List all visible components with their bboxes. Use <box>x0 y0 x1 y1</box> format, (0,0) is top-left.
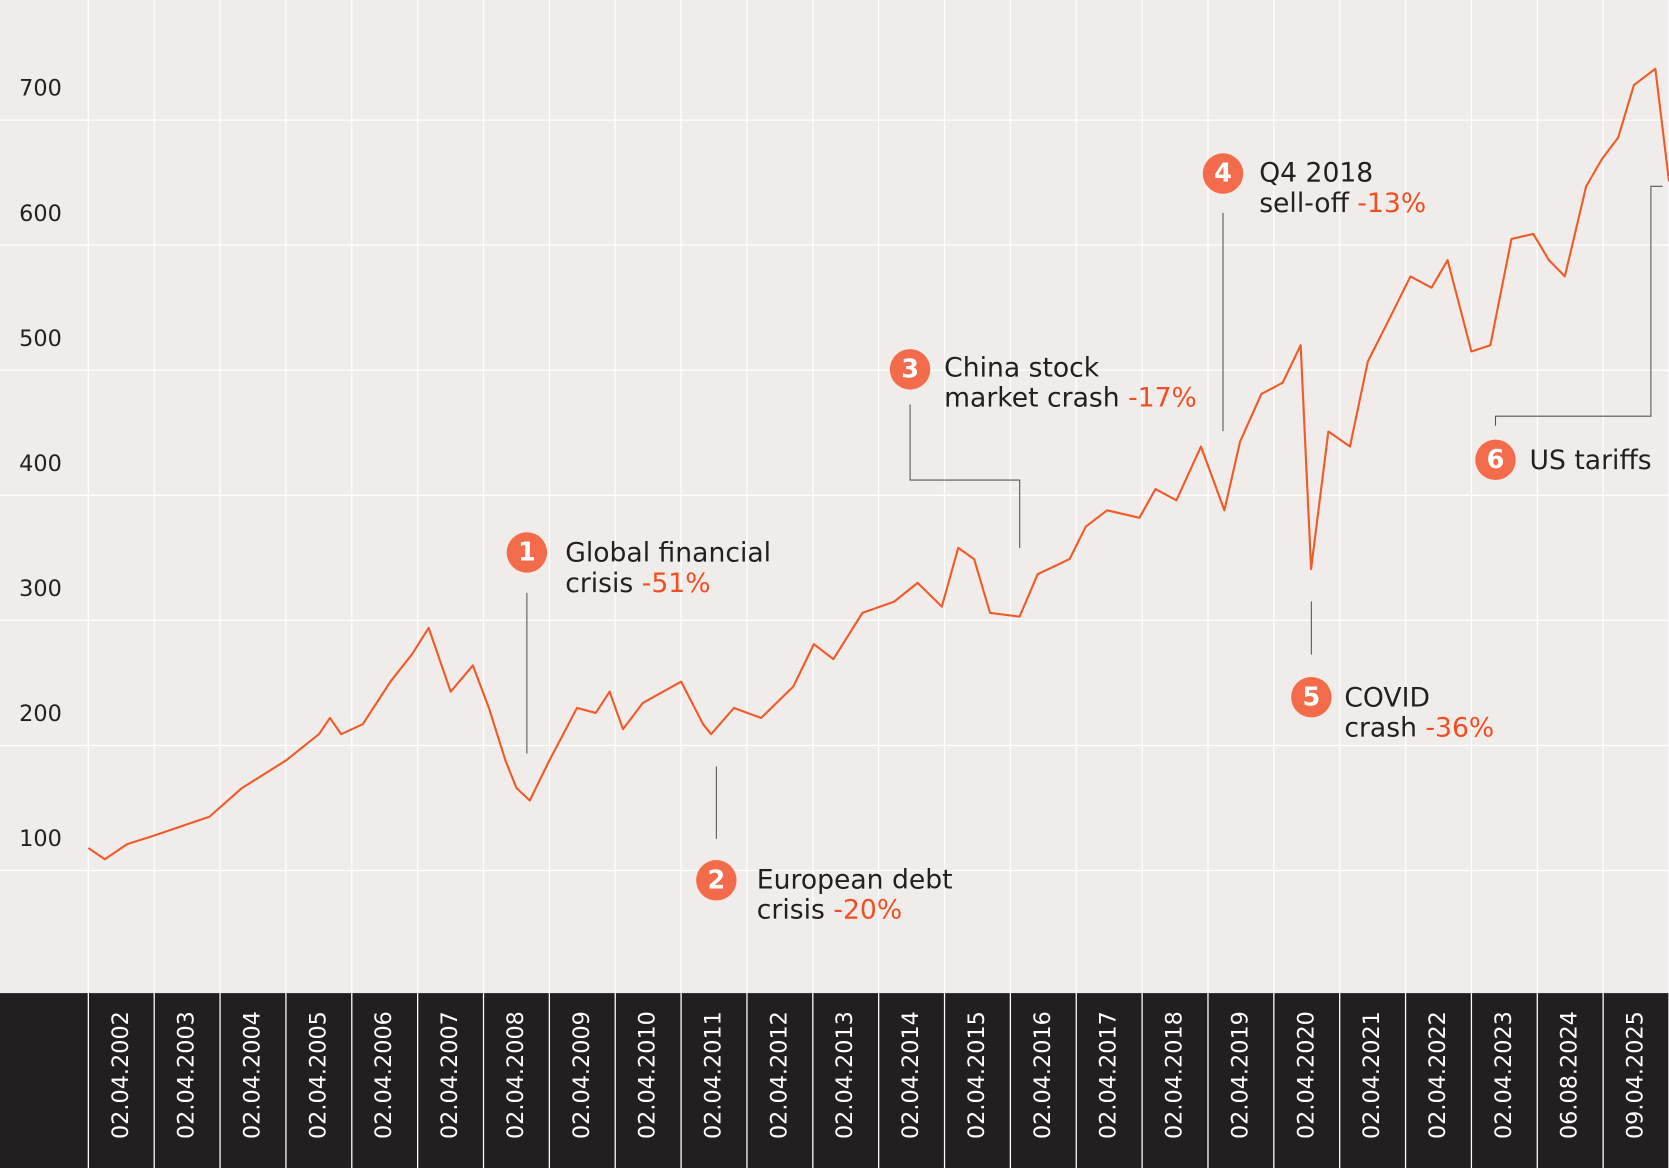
x-tick-label: 02.04.2023 <box>1491 1011 1517 1139</box>
annotation-number: 5 <box>1302 682 1320 712</box>
annotation-marker <box>1202 153 1244 194</box>
x-tick-label: 02.04.2011 <box>701 1011 727 1139</box>
annotation-number: 4 <box>1214 159 1232 189</box>
x-axis-band <box>0 993 1669 1168</box>
annotation-marker <box>696 860 737 901</box>
annotation-number: 1 <box>518 538 536 568</box>
annotation-marker <box>1475 439 1516 481</box>
annotation-line: European debt <box>757 864 953 895</box>
x-tick-label: 02.04.2015 <box>964 1011 990 1139</box>
annotation-line: crash <box>1344 712 1417 743</box>
annotation-text: market crash -17% <box>944 382 1197 413</box>
x-tick-label: 02.04.2007 <box>437 1011 463 1139</box>
x-tick-label: 02.04.2012 <box>766 1011 792 1139</box>
x-tick-label: 02.04.2003 <box>174 1011 200 1139</box>
annotation-number: 2 <box>707 865 725 895</box>
connectors <box>526 185 1663 839</box>
annotation-text: Global financial <box>565 537 771 568</box>
y-tick-label: 700 <box>19 76 62 102</box>
y-tick-label: 100 <box>19 826 62 852</box>
connector <box>909 404 1021 549</box>
x-tick-label: 02.04.2002 <box>108 1011 134 1139</box>
annotation-space <box>1120 382 1128 413</box>
annotation-change: -17% <box>1128 382 1197 413</box>
x-tick-label: 02.04.2014 <box>898 1011 924 1139</box>
x-tick-label: 02.04.2021 <box>1359 1011 1385 1139</box>
x-tick-label: 02.04.2013 <box>832 1011 858 1139</box>
x-tick-label: 02.04.2009 <box>569 1011 595 1139</box>
annotation-line: sell-off <box>1259 187 1349 218</box>
x-tick-label: 02.04.2008 <box>503 1011 529 1139</box>
annotation-change: -13% <box>1357 187 1426 218</box>
annotation-text: European debt <box>757 864 953 895</box>
annotation-number: 3 <box>901 354 919 384</box>
x-tick-label: 02.04.2020 <box>1293 1011 1319 1139</box>
annotation-text: crisis -51% <box>565 567 710 598</box>
annotation-change: -36% <box>1425 712 1494 743</box>
annotation-text: Q4 2018 <box>1259 157 1373 188</box>
annotation-marker <box>506 532 548 573</box>
x-tick-label: 02.04.2005 <box>305 1011 331 1139</box>
annotation-text: COVID <box>1344 682 1430 713</box>
y-tick-label: 600 <box>19 201 62 227</box>
annotation-text: crisis -20% <box>757 894 902 925</box>
annotation-space <box>633 567 641 598</box>
x-tick-label: 02.04.2016 <box>1030 1011 1056 1139</box>
annotation-text: China stock <box>944 352 1100 383</box>
annotation-line: crisis <box>757 894 825 925</box>
annotation-line: COVID <box>1344 682 1430 713</box>
annotation-space <box>1349 187 1357 218</box>
annotation-text: sell-off -13% <box>1259 187 1426 218</box>
connector <box>1494 185 1663 426</box>
y-tick-label: 400 <box>19 451 62 477</box>
annotation-text: crash -36% <box>1344 712 1494 743</box>
annotation-line: Q4 2018 <box>1259 157 1373 188</box>
annotation-line: Global financial <box>565 537 771 568</box>
y-tick-label: 300 <box>19 576 62 602</box>
x-tick-label: 09.04.2025 <box>1623 1011 1649 1139</box>
data-line <box>87 67 1669 861</box>
x-tick-label: 02.04.2004 <box>239 1011 265 1139</box>
y-tick-label: 500 <box>19 326 62 352</box>
annotation-change: -20% <box>833 894 902 925</box>
annotation-marker <box>889 349 931 390</box>
x-tick-label: 06.08.2024 <box>1557 1011 1583 1139</box>
annotation-space <box>825 894 833 925</box>
annotation-number: 6 <box>1487 445 1505 475</box>
x-tick-label: 02.04.2022 <box>1425 1011 1451 1139</box>
y-tick-label: 200 <box>19 701 62 727</box>
annotation-marker <box>1291 676 1332 718</box>
x-tick-label: 02.04.2006 <box>371 1011 397 1139</box>
annotation-line: market crash <box>944 382 1119 413</box>
annotation-text: US tariffs <box>1530 444 1652 475</box>
x-tick-label: 02.04.2010 <box>635 1011 661 1139</box>
annotation-line: China stock <box>944 352 1100 383</box>
annotation-line: US tariffs <box>1530 444 1652 475</box>
x-tick-label: 02.04.2018 <box>1162 1011 1188 1139</box>
x-tick-label: 02.04.2017 <box>1096 1011 1122 1139</box>
x-tick-label: 02.04.2019 <box>1227 1011 1253 1139</box>
annotation-line: crisis <box>565 567 633 598</box>
annotation-space <box>1417 712 1425 743</box>
annotation-change: -51% <box>642 567 711 598</box>
plot-background <box>0 0 1669 993</box>
